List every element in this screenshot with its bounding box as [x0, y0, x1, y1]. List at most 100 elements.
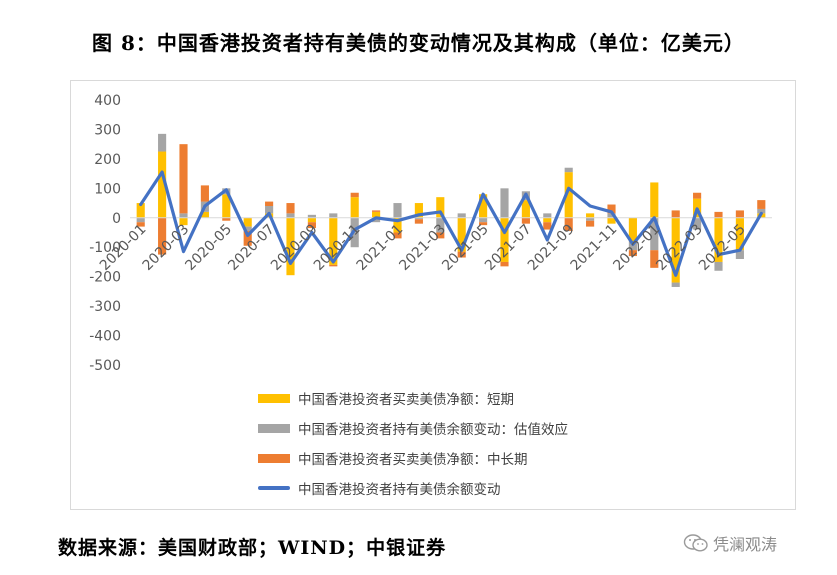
bar-valuation: [757, 208, 766, 214]
y-tick-label: 200: [94, 152, 121, 168]
y-tick-label: -500: [89, 358, 121, 374]
bar-short: [286, 217, 295, 276]
bar-short: [200, 211, 209, 218]
bar-valuation: [329, 213, 338, 218]
bar-long: [329, 264, 338, 267]
bar-short: [414, 203, 423, 218]
bar-short: [650, 182, 659, 218]
legend-swatch-total: [258, 486, 290, 490]
bar-long: [436, 232, 445, 239]
bar-short: [436, 197, 445, 218]
bar-long: [200, 185, 209, 202]
bar-short: [179, 217, 188, 226]
bar-short: [372, 211, 381, 218]
bar-short: [607, 217, 616, 224]
bar-valuation: [436, 217, 445, 233]
legend-item-long: 中国香港投资者买卖美债净额：中长期: [258, 443, 568, 473]
bar-short: [457, 217, 466, 252]
bar-short: [628, 217, 637, 242]
bar-short: [500, 217, 509, 262]
bar-long: [414, 219, 423, 224]
bar-long: [457, 251, 466, 258]
y-tick-label: -200: [89, 270, 121, 286]
bar-long: [179, 144, 188, 214]
bar-long: [350, 192, 359, 198]
x-tick-label: 2021-03: [396, 221, 449, 274]
bar-long: [693, 192, 702, 199]
bar-valuation: [179, 213, 188, 218]
bar-valuation: [414, 217, 423, 220]
bar-short: [307, 217, 316, 223]
legend-item-short: 中国香港投资者买卖美债净额：短期: [258, 383, 568, 413]
watermark: 凭澜观涛: [683, 531, 777, 555]
bar-valuation: [372, 217, 381, 223]
bar-short: [136, 203, 145, 218]
bar-valuation: [350, 217, 359, 248]
bar-valuation: [586, 217, 595, 221]
bar-long: [671, 210, 680, 218]
bar-valuation: [457, 213, 466, 218]
x-tick-label: 2020-05: [182, 221, 235, 274]
legend-label-valuation: 中国香港投资者持有美债余额变动：估值效应: [298, 422, 568, 438]
bar-valuation: [735, 250, 744, 259]
bar-long: [757, 200, 766, 209]
bar-valuation: [286, 213, 295, 218]
bar-long: [586, 220, 595, 227]
y-tick-label: 300: [94, 122, 121, 138]
watermark-text: 凭澜观涛: [713, 535, 778, 554]
bar-long: [735, 210, 744, 218]
bar-long: [479, 222, 488, 226]
bar-valuation: [500, 188, 509, 218]
chart-frame: [70, 80, 796, 510]
bar-valuation: [693, 217, 702, 230]
line-total-change: [139, 170, 763, 277]
bar-valuation: [393, 203, 402, 218]
y-tick-label: 0: [112, 211, 121, 227]
legend-label-short: 中国香港投资者买卖美债净额：短期: [298, 392, 514, 408]
bar-short: [671, 217, 680, 283]
bar-valuation: [607, 213, 616, 218]
x-tick-label: 2021-11: [568, 221, 621, 274]
legend-label-total: 中国香港投资者持有美债余额变动: [298, 482, 501, 498]
bar-short: [350, 197, 359, 218]
bar-short: [735, 217, 744, 251]
bar-short: [393, 217, 402, 233]
bar-short: [222, 194, 231, 218]
bar-long: [650, 250, 659, 268]
y-tick-label: 100: [94, 181, 121, 197]
bar-long: [265, 201, 274, 206]
bar-long: [393, 232, 402, 239]
y-tick-label: -100: [89, 240, 121, 256]
bar-short: [564, 172, 573, 218]
legend-swatch-valuation: [258, 423, 290, 433]
legend-item-total: 中国香港投资者持有美债余额变动: [258, 473, 568, 503]
bar-short: [479, 194, 488, 218]
bar-valuation: [136, 217, 145, 223]
data-source: 数据来源：美国财政部；WIND；中银证券: [58, 537, 447, 559]
figure-title: 图 8：中国香港投资者持有美债的变动情况及其构成（单位：亿美元）: [92, 31, 745, 55]
bar-short: [714, 217, 723, 262]
bar-long: [136, 222, 145, 227]
bar-long: [500, 261, 509, 267]
bar-valuation: [650, 217, 659, 251]
legend-item-valuation: 中国香港投资者持有美债余额变动：估值效应: [258, 413, 568, 443]
bar-valuation: [158, 133, 167, 152]
legend-swatch-short: [258, 393, 290, 403]
bar-long: [628, 250, 637, 257]
bar-short: [521, 200, 530, 218]
bar-valuation: [265, 206, 274, 214]
bar-long: [521, 217, 530, 224]
bar-long: [222, 217, 231, 221]
bar-long: [607, 204, 616, 214]
bar-short: [158, 151, 167, 218]
bar-long: [286, 203, 295, 214]
chart-legend: 中国香港投资者买卖美债净额：短期 中国香港投资者持有美债余额变动：估值效应 中国…: [258, 383, 568, 503]
bar-valuation: [307, 214, 316, 218]
bar-long: [714, 211, 723, 218]
bar-long: [543, 222, 552, 230]
bar-valuation: [243, 226, 252, 232]
bar-valuation: [543, 213, 552, 218]
bar-short: [543, 217, 552, 223]
y-tick-label: -400: [89, 329, 121, 345]
